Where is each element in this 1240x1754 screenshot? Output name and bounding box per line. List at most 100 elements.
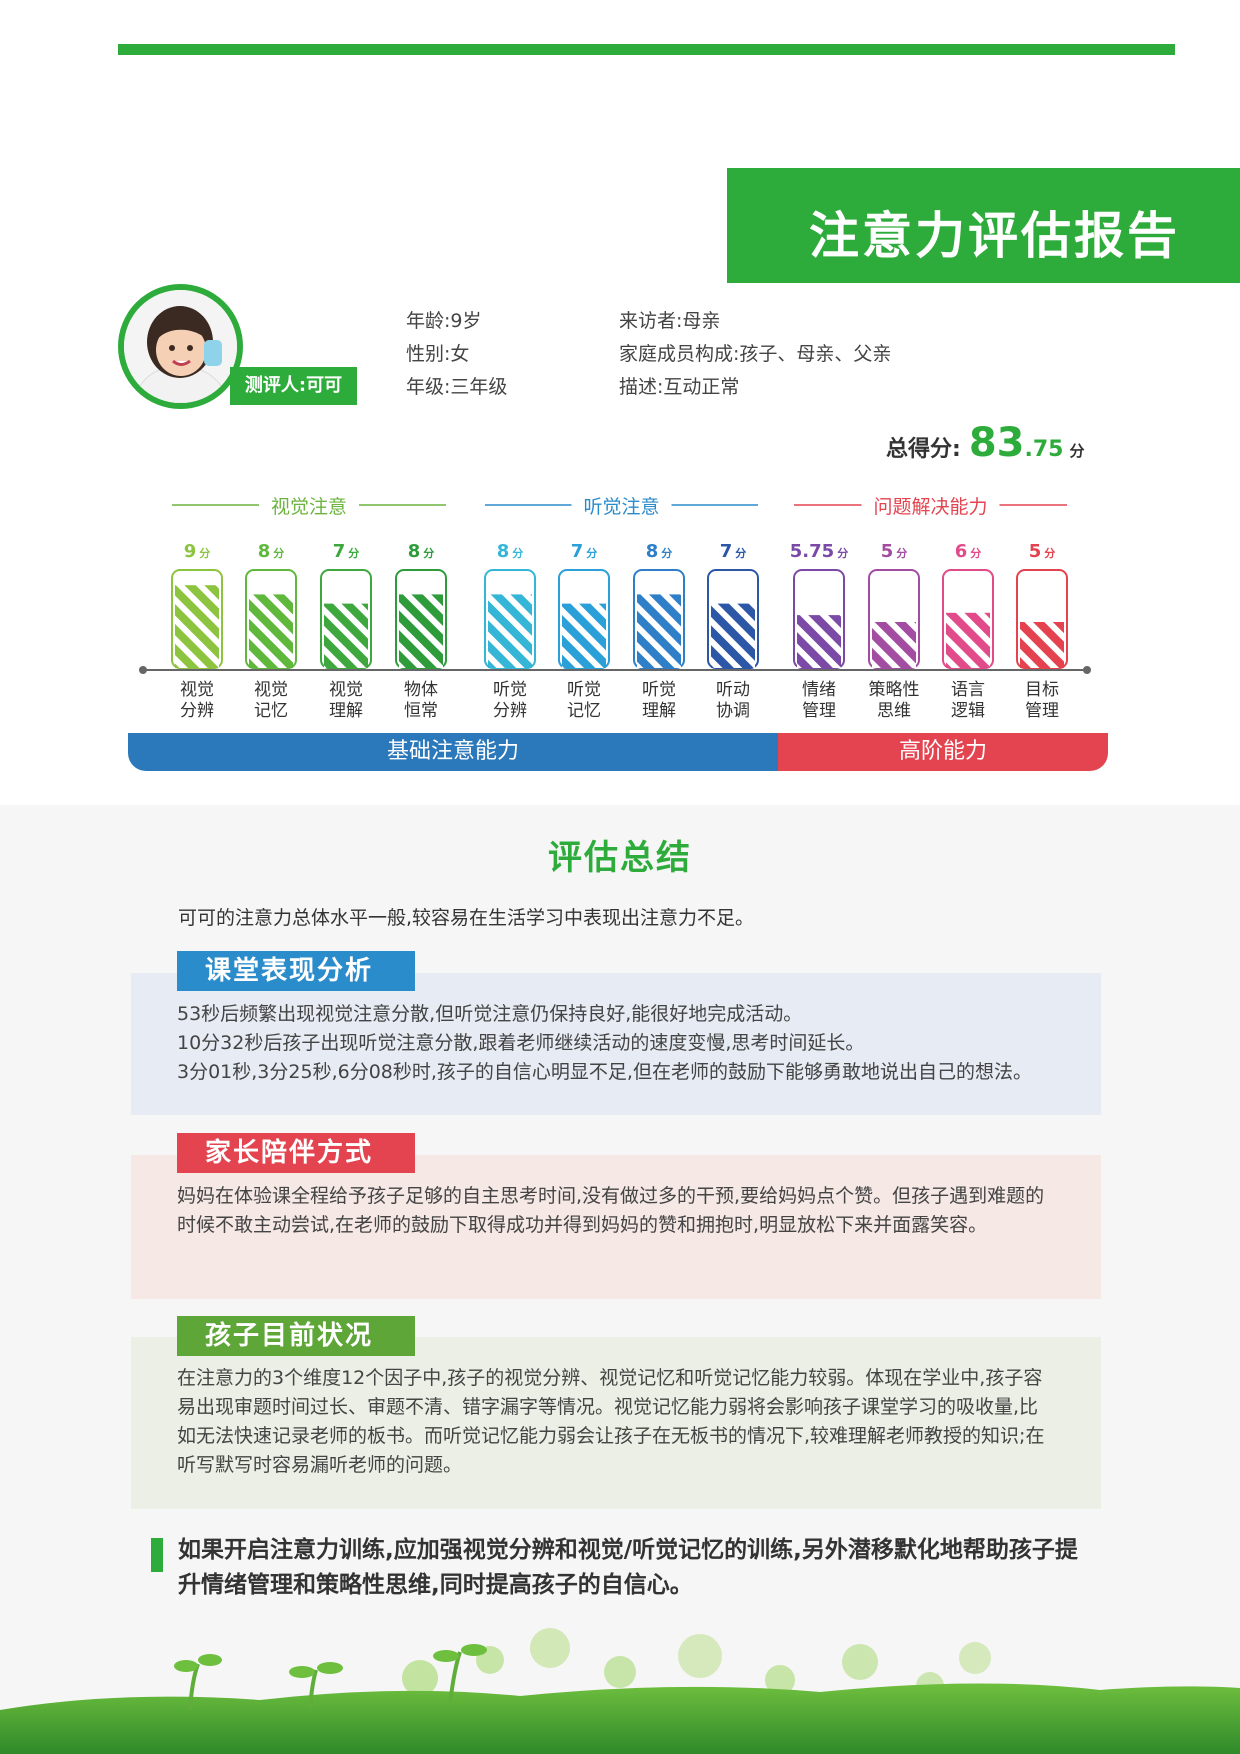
bar-category-label: 目标 <box>1025 680 1059 700</box>
summary-title: 评估总结 <box>548 838 692 878</box>
bar-fill <box>399 594 443 668</box>
bar-category-label: 记忆 <box>567 701 601 721</box>
status-panel: 在注意力的3个维度12个因子中,孩子的视觉分辨、视觉记忆和听觉记忆能力较弱。体现… <box>131 1337 1101 1509</box>
bar-value-unit: 分 <box>273 546 284 560</box>
bar-category-label: 物体 <box>404 680 438 700</box>
age-text: 年龄:9岁 <box>406 310 482 332</box>
bar-fill <box>637 594 681 668</box>
classroom-line: 53秒后频繁出现视觉注意分散,但听觉注意仍保持良好,能很好地完成活动。 <box>177 1003 803 1025</box>
avatar <box>118 284 243 409</box>
profile-info-col2: 来访者:母亲 家庭成员构成:孩子、母亲、父亲 描述:互动正常 <box>619 305 891 404</box>
group-header-label: 问题解决能力 <box>873 496 987 518</box>
bar-value-unit: 分 <box>735 546 746 560</box>
group-header-label: 听觉注意 <box>583 496 659 518</box>
bar-category-label: 恒常 <box>404 701 438 721</box>
bar-value-unit: 分 <box>423 546 434 560</box>
gender-text: 性别:女 <box>406 343 470 365</box>
bar-category-label: 视觉 <box>329 680 363 700</box>
description-text: 描述:互动正常 <box>619 376 740 398</box>
classroom-tag: 课堂表现分析 <box>177 951 415 991</box>
bar-category-label: 记忆 <box>254 701 288 721</box>
bar-fill <box>711 603 755 668</box>
bar-category-label: 语言 <box>951 680 985 700</box>
bar-value-unit: 分 <box>661 546 672 560</box>
bar-value-unit: 分 <box>970 546 981 560</box>
advanced-ability-band: 高阶能力 <box>778 733 1108 771</box>
bar-value-unit: 分 <box>586 546 597 560</box>
bar-category-label: 策略性 <box>869 680 920 700</box>
bar-value-unit: 分 <box>1044 546 1055 560</box>
group-header-label: 视觉注意 <box>271 496 347 518</box>
bar-fill <box>324 603 368 668</box>
bar-value-label: 5.75 分 <box>790 541 848 562</box>
page-title: 注意力评估报告 <box>809 207 1180 265</box>
bar-category-label: 分辨 <box>180 701 214 721</box>
bar-category-label: 理解 <box>329 701 363 721</box>
bar-category-label: 逻辑 <box>951 701 985 721</box>
bar-fill <box>175 585 219 668</box>
grade-text: 年级:三年级 <box>406 376 508 398</box>
bar-category-label: 听觉 <box>493 680 527 700</box>
bar-fill <box>1020 622 1064 668</box>
grass-decoration-icon <box>0 1628 1240 1754</box>
bar-category-label: 视觉 <box>254 680 288 700</box>
recommendation-text: 如果开启注意力训练,应加强视觉分辨和视觉/听觉记忆的训练,另外潜移默化地帮助孩子… <box>178 1537 1078 1598</box>
bar-category-label: 管理 <box>802 701 836 721</box>
bar-category-label: 思维 <box>877 701 911 721</box>
axis-end-dot <box>139 666 147 674</box>
bar-value-unit: 分 <box>348 546 359 560</box>
recommendation-marker <box>151 1538 163 1572</box>
total-score: 总得分: 83 .75 分 <box>886 420 1084 470</box>
bar-category-label: 协调 <box>716 701 750 721</box>
parent-tag: 家长陪伴方式 <box>177 1133 415 1173</box>
parent-panel: 妈妈在体验课全程给予孩子足够的自主思考时间,没有做过多的干预,要给妈妈点个赞。但… <box>131 1155 1101 1299</box>
bar-value-unit: 分 <box>199 546 210 560</box>
bar-category-label: 听觉 <box>567 680 601 700</box>
bar-category-label: 听动 <box>716 680 750 700</box>
bar-category-label: 分辨 <box>493 701 527 721</box>
total-score-decimal: .75 <box>1024 437 1064 462</box>
name-tag: 测评人:可可 <box>230 367 357 405</box>
total-score-label: 总得分: <box>886 437 961 462</box>
bar-category-label: 听觉 <box>642 680 676 700</box>
top-accent-bar <box>118 44 1175 55</box>
total-score-unit: 分 <box>1069 442 1085 460</box>
axis-end-dot <box>1083 666 1091 674</box>
bar-category-label: 理解 <box>642 701 676 721</box>
bar-value-unit: 分 <box>512 546 523 560</box>
bar-category-label: 管理 <box>1025 701 1059 721</box>
family-text: 家庭成员构成:孩子、母亲、父亲 <box>619 343 892 365</box>
bar-fill <box>797 615 841 668</box>
bar-fill <box>249 594 293 668</box>
parent-text: 妈妈在体验课全程给予孩子足够的自主思考时间,没有做过多的干预,要给妈妈点个赞。但… <box>177 1185 1045 1236</box>
basic-ability-band: 基础注意能力 <box>128 733 778 771</box>
classroom-line: 3分01秒,3分25秒,6分08秒时,孩子的自信心明显不足,但在老师的鼓励下能够… <box>177 1061 1032 1083</box>
bar-category-label: 情绪 <box>802 680 836 700</box>
total-score-integer: 83 <box>968 420 1025 466</box>
classroom-line: 10分32秒后孩子出现听觉注意分散,跟着老师继续活动的速度变慢,思考时间延长。 <box>177 1032 865 1054</box>
summary-text: 可可的注意力总体水平一般,较容易在生活学习中表现出注意力不足。 <box>178 907 755 929</box>
bar-fill <box>488 594 532 668</box>
bar-value-unit: 分 <box>837 546 848 560</box>
bar-fill <box>946 612 990 668</box>
profile-info-col1: 年龄:9岁 性别:女 年级:三年级 <box>406 305 507 404</box>
title-banner: 注意力评估报告 <box>727 168 1240 283</box>
child-portrait-icon <box>124 290 237 403</box>
bar-category-label: 视觉 <box>180 680 214 700</box>
classroom-panel: 53秒后频繁出现视觉注意分散,但听觉注意仍保持良好,能很好地完成活动。 10分3… <box>131 973 1101 1115</box>
bar-fill <box>562 603 606 668</box>
bar-fill <box>872 622 916 668</box>
bar-value-unit: 分 <box>896 546 907 560</box>
